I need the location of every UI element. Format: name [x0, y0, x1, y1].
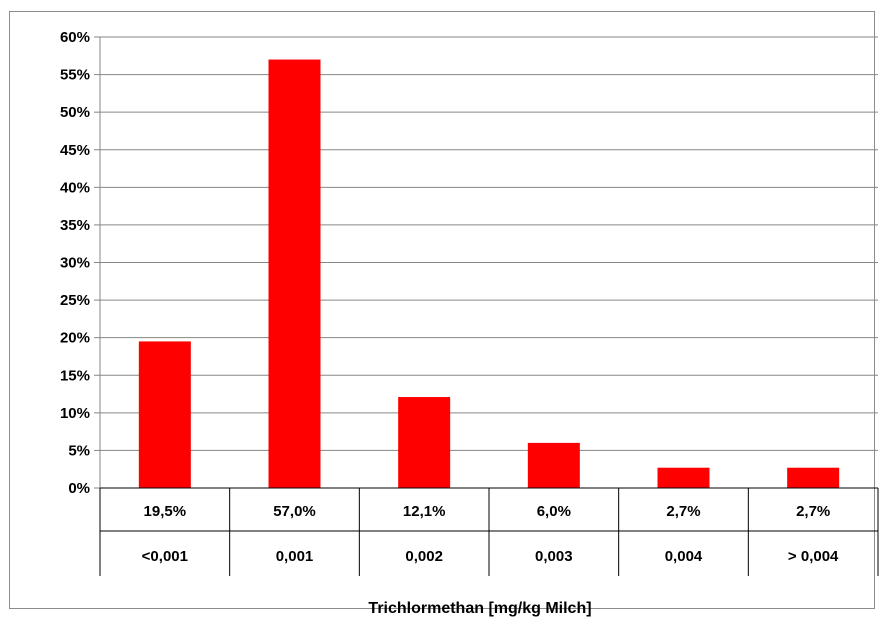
data-label: 2,7% — [796, 503, 830, 520]
bar — [657, 467, 710, 488]
x-tick-label: 0,001 — [276, 548, 314, 565]
data-label: 2,7% — [666, 503, 700, 520]
data-label: 19,5% — [144, 503, 187, 520]
y-tick-label: 55% — [60, 67, 90, 84]
y-tick-label: 45% — [60, 142, 90, 159]
data-label: 12,1% — [403, 503, 446, 520]
y-tick-label: 30% — [60, 255, 90, 272]
y-tick-label: 40% — [60, 179, 90, 196]
x-axis-title: Trichlormethan [mg/kg Milch] — [368, 600, 591, 617]
x-tick-label: 0,004 — [665, 548, 703, 565]
bars — [138, 59, 840, 489]
gridlines — [100, 36, 878, 489]
axes — [94, 36, 101, 489]
y-tick-label: 35% — [60, 217, 90, 234]
y-tick-label: 15% — [60, 367, 90, 384]
chart-frame — [9, 11, 875, 609]
x-tick-label: > 0,004 — [788, 548, 839, 565]
x-tick-label: 0,002 — [405, 548, 443, 565]
bar — [398, 397, 451, 488]
y-tick-label: 10% — [60, 405, 90, 422]
y-tick-label: 0% — [68, 480, 90, 497]
data-table: 19,5% <0,001 57,0% 0,001 12,1% 0,002 6,0% 0,003… — [99, 487, 879, 576]
bar — [787, 467, 840, 488]
data-label: 57,0% — [273, 503, 316, 520]
bar — [527, 442, 580, 488]
y-tick-label: 60% — [60, 29, 90, 46]
y-tick-label: 20% — [60, 330, 90, 347]
x-tick-label: 0,003 — [535, 548, 573, 565]
bar — [268, 59, 321, 489]
data-label: 6,0% — [537, 503, 571, 520]
y-tick-labels: 0% 5% 10% 15% 20% 25% 30% 35% 40% 45% 50% 55% 60% — [60, 29, 90, 497]
y-tick-label: 25% — [60, 292, 90, 309]
x-tick-label: <0,001 — [142, 548, 188, 565]
bar — [138, 341, 191, 488]
y-tick-label: 5% — [68, 442, 90, 459]
y-tick-label: 50% — [60, 104, 90, 121]
